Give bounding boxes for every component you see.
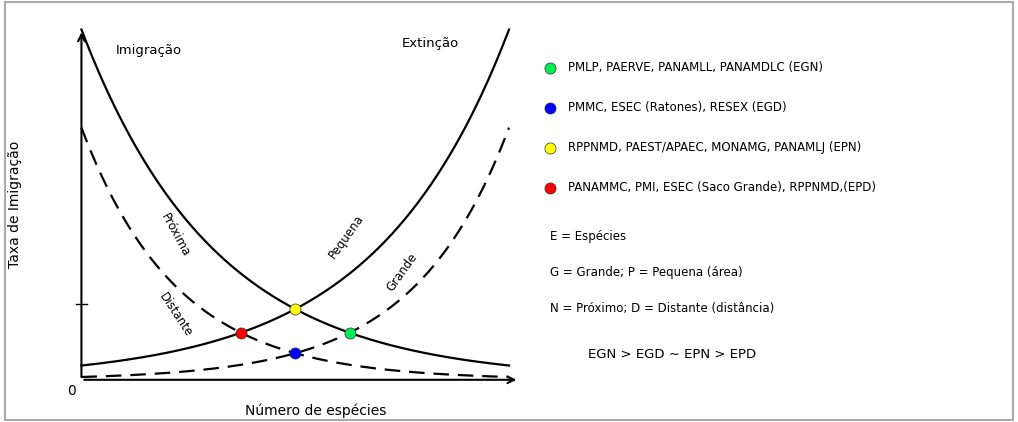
Text: Extinção: Extinção	[402, 37, 459, 49]
Text: 0: 0	[67, 384, 75, 398]
Text: Número de espécies: Número de espécies	[245, 403, 386, 418]
Text: Pequena: Pequena	[327, 212, 366, 261]
Text: Grande: Grande	[384, 251, 420, 294]
Text: N = Próximo; D = Distante (distância): N = Próximo; D = Distante (distância)	[550, 302, 774, 314]
Text: PMLP, PAERVE, PANAMLL, PANAMDLC (EGN): PMLP, PAERVE, PANAMLL, PANAMDLC (EGN)	[568, 61, 823, 74]
Text: G = Grande; P = Pequena (área): G = Grande; P = Pequena (área)	[550, 266, 742, 279]
Text: PMMC, ESEC (Ratones), RESEX (EGD): PMMC, ESEC (Ratones), RESEX (EGD)	[568, 101, 787, 114]
Text: Imigração: Imigração	[116, 43, 182, 57]
Text: RPPNMD, PAEST/APAEC, MONAMG, PANAMLJ (EPN): RPPNMD, PAEST/APAEC, MONAMG, PANAMLJ (EP…	[568, 141, 861, 154]
Text: Próxima: Próxima	[159, 211, 192, 259]
Text: PANAMMC, PMI, ESEC (Saco Grande), RPPNMD,(EPD): PANAMMC, PMI, ESEC (Saco Grande), RPPNMD…	[568, 181, 876, 194]
Text: EGN > EGD ∼ EPN > EPD: EGN > EGD ∼ EPN > EPD	[587, 348, 756, 361]
Text: Distante: Distante	[156, 291, 194, 340]
Text: E = Espécies: E = Espécies	[550, 230, 626, 243]
Text: Taxa de Imigração: Taxa de Imigração	[8, 141, 22, 268]
